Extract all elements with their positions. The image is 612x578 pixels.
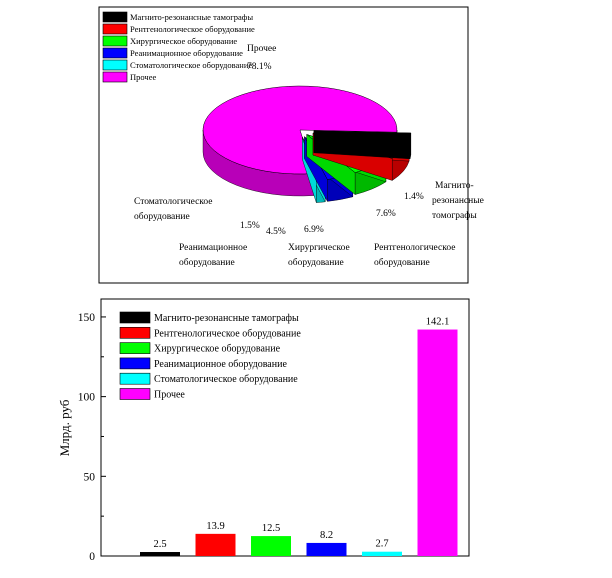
- bar-chart: 0 50 100 150 Млрд. руб 2.5 13.9 12.5 8.2 2.7 142…: [57, 298, 470, 563]
- pie-slice-0: [313, 130, 412, 160]
- pie-value-label: 1.5%: [240, 221, 260, 231]
- legend-swatch: [119, 342, 151, 354]
- legend-swatch: [102, 23, 128, 35]
- pie-category-label: Рентгенологическое: [374, 243, 455, 253]
- legend-label: Хирургическое оборудование: [130, 36, 237, 46]
- bar-value-label: 12.5: [262, 523, 280, 534]
- bar-value-label: 13.9: [206, 521, 224, 532]
- pie-category-label: оборудование: [374, 257, 430, 268]
- legend-swatch: [102, 71, 128, 83]
- pie-value-label: 7.6%: [376, 209, 396, 219]
- bar-value-label: 2.7: [375, 539, 388, 550]
- bar: [140, 552, 180, 556]
- bar: [417, 329, 458, 556]
- legend-swatch: [102, 35, 128, 47]
- pie-category-label: резонансные: [432, 196, 484, 206]
- bar: [362, 551, 402, 556]
- bar: [251, 536, 291, 556]
- legend-label: Рентгенологическое оборудование: [154, 328, 301, 339]
- y-tick-label: 100: [78, 392, 96, 404]
- bars: 2.5 13.9 12.5 8.2 2.7 142.1: [140, 317, 458, 556]
- legend-label: Стоматологическое оборудование: [130, 60, 252, 70]
- pie-category-label: Реанимационное: [179, 243, 247, 253]
- legend-swatch: [102, 47, 128, 59]
- pie-slice-top: [313, 130, 412, 138]
- bar-value-label: 142.1: [426, 317, 450, 328]
- bar-value-label: 8.2: [320, 530, 333, 541]
- pie-value-label: 1.4%: [404, 192, 424, 202]
- pie-value-label: 78.1%: [247, 62, 272, 72]
- legend-swatch: [119, 388, 151, 400]
- pie-slice-5: [202, 85, 398, 197]
- pie-chart: Магнито-резонансные тамографы Рентгенолог…: [98, 6, 484, 284]
- legend-label: Стоматологическое оборудование: [154, 374, 298, 385]
- pie-category-label: Магнито-: [435, 181, 474, 191]
- pie-category-label: Прочее: [247, 44, 276, 54]
- legend-swatch: [119, 357, 151, 370]
- legend-label: Прочее: [130, 72, 156, 82]
- pie-category-label: оборудование: [288, 257, 344, 268]
- y-tick-label: 0: [89, 551, 95, 563]
- pie-category-label: Стоматологическое: [134, 197, 213, 207]
- bar: [195, 533, 236, 556]
- bar-legend: Магнито-резонансные тамографы Рентгенолог…: [119, 311, 301, 401]
- legend-label: Прочее: [154, 390, 185, 401]
- bar: [306, 542, 347, 556]
- legend-swatch: [102, 11, 128, 23]
- pie-legend: Магнито-резонансные тамографы Рентгенолог…: [102, 11, 255, 83]
- pie-value-label: 4.5%: [266, 227, 286, 237]
- y-axis: 0 50 100 150: [78, 312, 106, 563]
- legend-swatch: [102, 59, 128, 71]
- legend-swatch: [119, 311, 151, 324]
- y-tick-label: 50: [84, 471, 96, 483]
- legend-swatch: [119, 372, 151, 385]
- legend-label: Реанимационное оборудование: [154, 359, 287, 370]
- y-axis-label: Млрд. руб: [57, 399, 72, 456]
- pie-category-label: оборудование: [179, 257, 235, 268]
- pie-slices: [202, 85, 412, 203]
- pie-value-label: 6.9%: [304, 225, 324, 235]
- legend-swatch: [119, 326, 151, 339]
- pie-category-label: Хирургическое: [288, 243, 350, 253]
- legend-label: Магнито-резонансные тамографы: [130, 12, 253, 22]
- bar-plot-frame: [100, 298, 470, 557]
- legend-label: Рентгенологическое оборудование: [130, 24, 255, 34]
- legend-label: Реанимационное оборудование: [130, 48, 243, 58]
- y-tick-label: 150: [78, 312, 96, 324]
- pie-labels: 1.4% Магнито-резонансные томографы 7.6% Рент…: [134, 44, 484, 268]
- bar-value-label: 2.5: [153, 539, 166, 550]
- legend-label: Магнито-резонансные тамографы: [154, 313, 299, 324]
- pie-category-label: томографы: [432, 210, 477, 221]
- pie-category-label: оборудование: [134, 211, 190, 222]
- pie-slice-top: [202, 85, 398, 175]
- legend-label: Хирургическое оборудование: [154, 344, 281, 355]
